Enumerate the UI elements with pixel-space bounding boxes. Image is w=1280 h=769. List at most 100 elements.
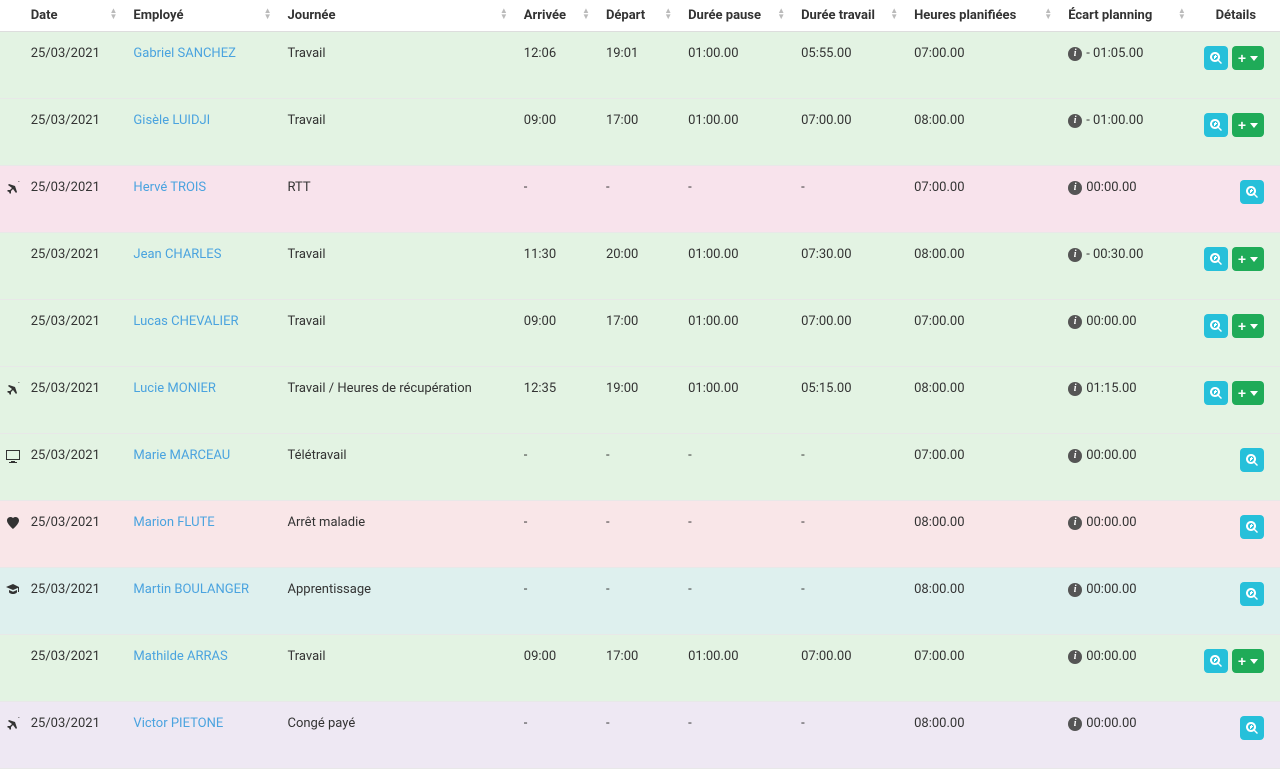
sort-icon[interactable]: ▲▼	[664, 8, 672, 20]
view-button[interactable]	[1204, 649, 1228, 673]
col-departure[interactable]: Départ▲▼	[602, 0, 684, 32]
cell-arrival: -	[520, 434, 602, 501]
employee-link[interactable]: Mathilde ARRAS	[133, 649, 227, 664]
employee-link[interactable]: Victor PIETONE	[133, 716, 223, 731]
cell-break: 01:00.00	[684, 300, 797, 367]
cell-actions: +	[1198, 233, 1280, 300]
employee-link[interactable]: Gisèle LUIDJI	[133, 113, 210, 128]
sort-icon[interactable]: ▲▼	[777, 8, 785, 20]
cell-break: 01:00.00	[684, 635, 797, 702]
add-button[interactable]: +	[1232, 113, 1264, 137]
col-work[interactable]: Durée travail▲▼	[797, 0, 910, 32]
employee-link[interactable]: Marion FLUTE	[133, 515, 214, 530]
info-icon[interactable]: i	[1068, 583, 1082, 597]
cell-work: -	[797, 501, 910, 568]
cell-arrival: 12:06	[520, 32, 602, 99]
add-button[interactable]: +	[1232, 247, 1264, 271]
sort-icon[interactable]: ▲▼	[1044, 8, 1052, 20]
cell-break: -	[684, 166, 797, 233]
info-icon[interactable]: i	[1068, 315, 1082, 329]
sort-icon[interactable]: ▲▼	[500, 8, 508, 20]
add-button[interactable]: +	[1232, 314, 1264, 338]
employee-link[interactable]: Marie MARCEAU	[133, 448, 230, 463]
view-button[interactable]	[1240, 515, 1264, 539]
cell-break: 01:00.00	[684, 233, 797, 300]
col-icon	[0, 0, 27, 32]
cell-planned: 08:00.00	[910, 568, 1064, 635]
view-button[interactable]	[1204, 247, 1228, 271]
info-icon[interactable]: i	[1068, 382, 1082, 396]
sort-icon[interactable]: ▲▼	[582, 8, 590, 20]
view-button[interactable]	[1240, 716, 1264, 740]
table-row: 25/03/2021Gabriel SANCHEZTravail12:0619:…	[0, 32, 1280, 99]
cell-departure: 17:00	[602, 99, 684, 166]
view-button[interactable]	[1204, 46, 1228, 70]
info-icon[interactable]: i	[1068, 717, 1082, 731]
cell-planned: 08:00.00	[910, 367, 1064, 434]
cell-day: Travail	[284, 32, 520, 99]
row-type-icon	[0, 32, 27, 99]
info-icon[interactable]: i	[1068, 650, 1082, 664]
employee-link[interactable]: Lucas CHEVALIER	[133, 314, 238, 329]
col-employee[interactable]: Employé▲▼	[129, 0, 283, 32]
col-date[interactable]: Date▲▼	[27, 0, 130, 32]
info-icon[interactable]: i	[1068, 47, 1082, 61]
cell-planned: 07:00.00	[910, 300, 1064, 367]
cell-work: -	[797, 568, 910, 635]
employee-link[interactable]: Jean CHARLES	[133, 247, 221, 262]
employee-link[interactable]: Hervé TROIS	[133, 180, 206, 195]
col-variance[interactable]: Écart planning▲▼	[1064, 0, 1198, 32]
desktop-icon	[6, 449, 20, 463]
sort-icon[interactable]: ▲▼	[110, 8, 118, 20]
cell-arrival: 09:00	[520, 635, 602, 702]
info-icon[interactable]: i	[1068, 114, 1082, 128]
cell-actions: +	[1198, 635, 1280, 702]
cell-variance: i00:00.00	[1064, 501, 1198, 568]
grad-icon	[6, 583, 20, 597]
view-button[interactable]	[1240, 582, 1264, 606]
employee-link[interactable]: Martin BOULANGER	[133, 582, 249, 597]
cell-variance: i00:00.00	[1064, 434, 1198, 501]
sort-icon[interactable]: ▲▼	[1178, 8, 1186, 20]
add-button[interactable]: +	[1232, 649, 1264, 673]
employee-link[interactable]: Gabriel SANCHEZ	[133, 46, 235, 61]
sort-icon[interactable]: ▲▼	[264, 8, 272, 20]
timesheet-table: Date▲▼ Employé▲▼ Journée▲▼ Arrivée▲▼ Dép…	[0, 0, 1280, 769]
view-button[interactable]	[1204, 113, 1228, 137]
cell-break: 01:00.00	[684, 32, 797, 99]
col-day[interactable]: Journée▲▼	[284, 0, 520, 32]
info-icon[interactable]: i	[1068, 248, 1082, 262]
cell-variance: i- 01:00.00	[1064, 99, 1198, 166]
cell-employee: Gabriel SANCHEZ	[129, 32, 283, 99]
info-icon[interactable]: i	[1068, 449, 1082, 463]
cell-day: Travail	[284, 300, 520, 367]
cell-work: -	[797, 434, 910, 501]
view-button[interactable]	[1240, 180, 1264, 204]
caret-down-icon	[1250, 391, 1258, 396]
add-button[interactable]: +	[1232, 381, 1264, 405]
table-row: 25/03/2021Jean CHARLESTravail11:3020:000…	[0, 233, 1280, 300]
cell-departure: 17:00	[602, 300, 684, 367]
col-planned[interactable]: Heures planifiées▲▼	[910, 0, 1064, 32]
row-type-icon	[0, 367, 27, 434]
info-icon[interactable]: i	[1068, 181, 1082, 195]
sort-icon[interactable]: ▲▼	[890, 8, 898, 20]
cell-actions	[1198, 434, 1280, 501]
col-break[interactable]: Durée pause▲▼	[684, 0, 797, 32]
info-icon[interactable]: i	[1068, 516, 1082, 530]
cell-actions	[1198, 568, 1280, 635]
cell-day: Travail / Heures de récupération	[284, 367, 520, 434]
cell-break: -	[684, 568, 797, 635]
add-button[interactable]: +	[1232, 46, 1264, 70]
cell-departure: 17:00	[602, 635, 684, 702]
table-row: 25/03/2021Lucie MONIERTravail / Heures d…	[0, 367, 1280, 434]
col-arrival[interactable]: Arrivée▲▼	[520, 0, 602, 32]
view-button[interactable]	[1204, 314, 1228, 338]
employee-link[interactable]: Lucie MONIER	[133, 381, 215, 396]
cell-date: 25/03/2021	[27, 32, 130, 99]
view-button[interactable]	[1204, 381, 1228, 405]
cell-work: 05:55.00	[797, 32, 910, 99]
view-button[interactable]	[1240, 448, 1264, 472]
plane-icon	[6, 717, 20, 731]
row-type-icon	[0, 568, 27, 635]
